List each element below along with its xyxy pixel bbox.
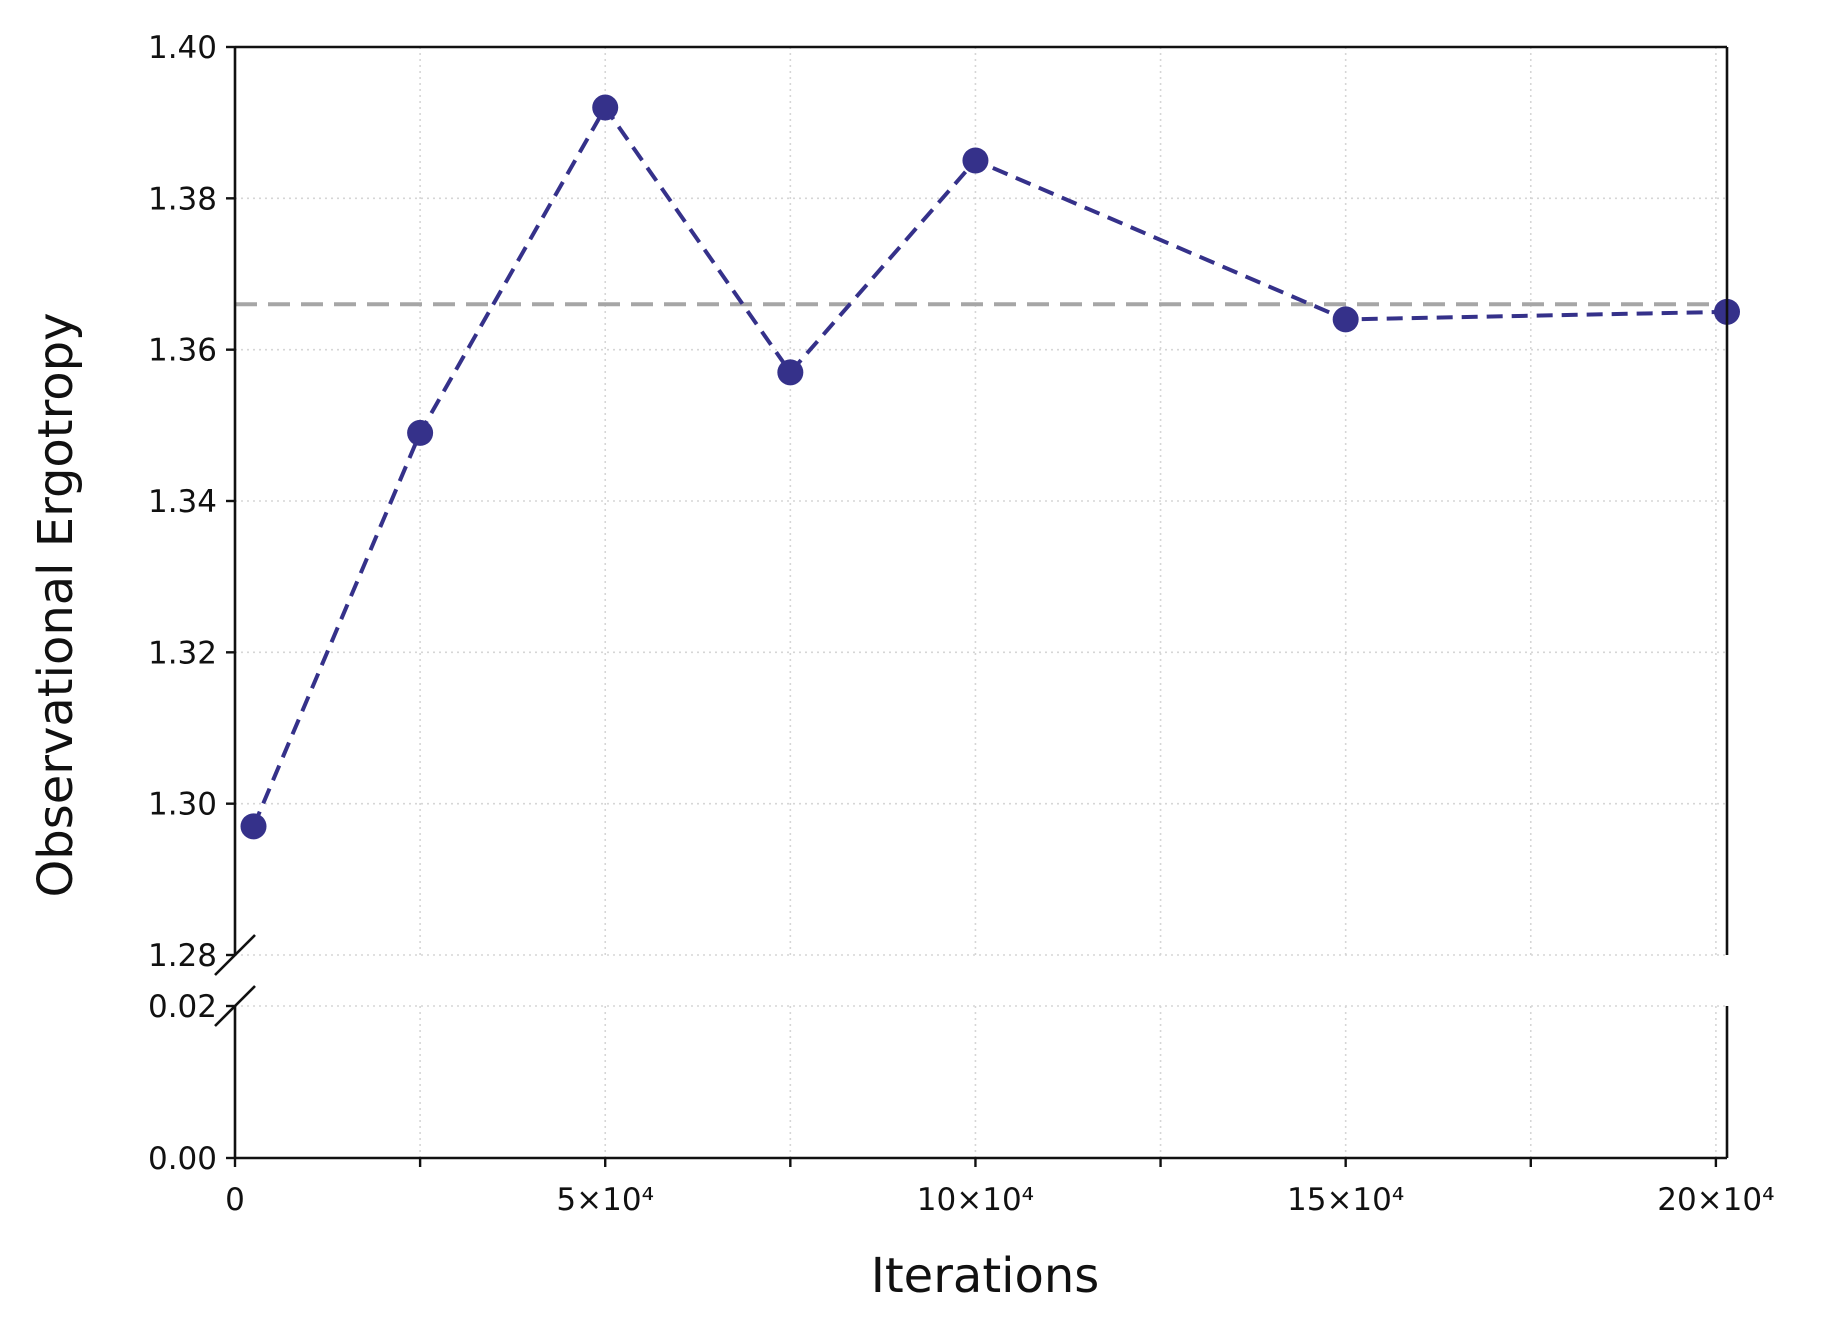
y-tick-label: 0.00 [148,1141,217,1177]
data-point [407,419,434,446]
tick-labels: 1.28 1.30 1.32 1.34 1.36 1.38 1.40 0.00 0.02 0 5×1… [148,30,1775,1218]
y-tick-label: 1.40 [148,30,217,66]
y-tick-label: 1.38 [148,181,217,217]
y-tick-label: 1.28 [148,938,217,974]
data-point [962,147,989,174]
y-tick-label: 1.32 [148,635,217,671]
grid [235,46,1727,1158]
series-layer [240,94,1740,840]
y-tick-label: 1.30 [148,787,217,823]
x-tick-label: 10×10⁴ [917,1182,1034,1218]
y-tick-label: 0.02 [148,989,217,1025]
x-tick-label: 20×10⁴ [1657,1182,1774,1218]
x-tick-label: 5×10⁴ [556,1182,654,1218]
data-point [240,813,267,840]
y-axis-label: Observational Ergotropy [28,312,84,897]
x-tick-label: 0 [225,1182,245,1218]
data-point [777,359,804,386]
x-tick-label: 15×10⁴ [1287,1182,1404,1218]
x-axis-label: Iterations [871,1248,1100,1304]
axes [214,45,1729,1167]
y-tick-label: 1.36 [148,333,217,369]
y-tick-label: 1.34 [148,484,217,520]
data-point [1332,306,1359,333]
data-point [592,94,619,121]
